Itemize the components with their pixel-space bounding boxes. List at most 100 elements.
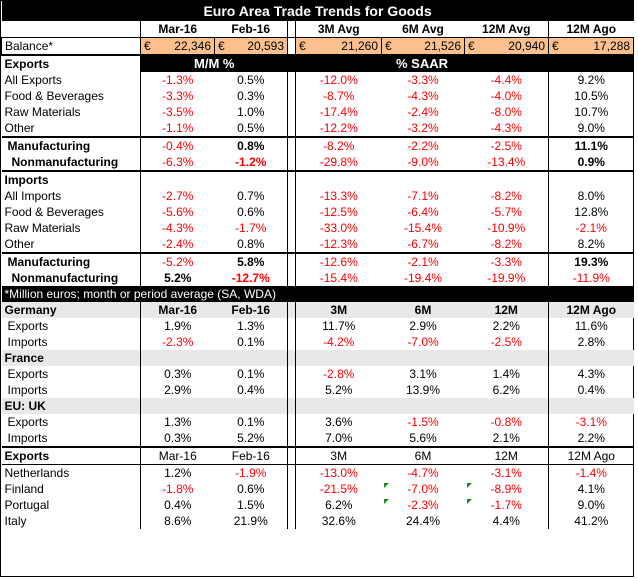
value-cell: 3.1% [409,367,437,381]
spacer-cell [287,37,296,56]
spacer-cell [287,204,296,220]
value-cell: 0.4% [577,383,605,397]
value-cell: -4.3% [162,221,194,235]
blank [548,350,634,366]
value-cell: -6.4% [407,205,439,219]
value-cell: -15.4% [319,271,358,285]
value-cell: 9.0% [577,121,605,135]
balance-amount: 17,288 [593,39,631,53]
table-row: Nonmanufacturing -6.3% -1.2% -29.8% -9.0% -13… [1,154,634,171]
currency-symbol: € [218,39,225,53]
value-cell: -12.6% [319,255,358,269]
value-cell: -12.7% [214,270,288,286]
country-header: Germany Mar-16 Feb-16 3M 6M 12M 12M Ago [1,302,634,318]
country-name: EU: UK [1,398,141,414]
currency-symbol: € [144,39,151,53]
value-cell: 9.2% [577,73,605,87]
country-name: Germany [1,302,141,318]
col-header: Feb-16 [214,447,288,465]
table-row: Other -2.4% 0.8% -12.3% -6.7% -8.2% 8.2% [1,236,634,253]
value-cell: 5.8% [214,253,288,270]
table-row: Italy 8.6% 21.9% 32.6% 24.4% 4.4% 41.2% [1,513,634,529]
spacer-cell [287,171,296,188]
col-header: 12M Ago [548,302,634,318]
table-row: Raw Materials -3.5% 1.0% -17.4% -2.4% -8.0% 10… [1,104,634,120]
spacer-cell [287,481,296,497]
value-cell: 10.5% [574,89,609,103]
header-blank [1,21,141,38]
value-cell: -1.7% [214,220,288,236]
title-row: Euro Area Trade Trends for Goods [1,1,634,21]
value-cell: 21.9% [214,513,288,529]
value-cell: -2.5% [464,137,549,154]
spacer-cell [287,236,296,253]
row-label: Exports [1,318,141,334]
table-row: Manufacturing -5.2% 5.8% -12.6% -2.1% -3.3% 19… [1,253,634,270]
value-cell: 0.3% [164,431,192,445]
country-header: EU: UK [1,398,634,414]
table-title: Euro Area Trade Trends for Goods [1,1,634,21]
row-label: Food & Beverages [1,88,141,104]
spacer-cell [287,513,296,529]
value-cell: 0.8% [214,137,288,154]
value-cell: 0.1% [214,414,288,430]
row-label: Raw Materials [1,220,141,236]
spacer-cell [287,302,296,318]
row-label: Nonmanufacturing [1,154,141,171]
spacer-cell [287,220,296,236]
balance-value: €21,260 [295,37,382,56]
spacer-cell [287,21,296,38]
blank [381,350,465,366]
blank [548,398,634,414]
value-cell: -2.7% [162,189,194,203]
value-cell: -1.8% [162,482,194,496]
col-header: 12M Avg [464,21,549,38]
row-label: Netherlands [1,464,141,481]
col-header: Feb-16 [214,302,288,318]
blank [296,171,382,188]
value-cell: 1.5% [214,497,288,513]
table-row: Exports 1.3% 0.1% 3.6% -1.5% -0.8% -3.1% [1,414,634,430]
table-row: Food & Beverages -3.3% 0.3% -8.7% -4.3% -4.0%… [1,88,634,104]
value-cell: 0.3% [214,88,288,104]
value-cell: -1.4% [575,466,607,480]
table-row: Imports 2.9% 0.4% 5.2% 13.9% 6.2% 0.4% [1,382,634,398]
value-cell: -13.3% [319,189,358,203]
saar-label: % SAAR [295,55,549,72]
table-row: Exports 0.3% 0.1% -2.8% 3.1% 1.4% 4.3% [1,366,634,382]
table-row: Imports -2.3% 0.1% -4.2% -7.0% -2.5% 2.8% [1,334,634,350]
blank [548,55,634,72]
value-cell: 2.2% [577,431,605,445]
value-cell: -0.4% [162,139,194,153]
blank [141,171,215,188]
table-row: Nonmanufacturing 5.2% -12.7% -15.4% -19.4% -1… [1,270,634,286]
value-cell: -8.2% [323,139,355,153]
col-header: 6M Avg [381,21,465,38]
value-cell: -2.3% [382,497,465,513]
value-cell: 24.4% [405,514,441,528]
col-header: Feb-16 [214,21,288,38]
balance-amount: 20,593 [247,39,284,53]
value-cell: -1.3% [162,73,194,87]
row-label: Nonmanufacturing [1,270,141,286]
value-cell: -7.1% [407,189,439,203]
spacer-cell [287,398,296,414]
spacer-cell [287,120,296,137]
table-row: All Imports -2.7% 0.7% -13.3% -7.1% -8.2% 8.0% [1,188,634,204]
value-cell: 11.1% [574,139,608,153]
value-cell: 0.5% [214,72,288,88]
value-cell: -3.1% [575,415,607,429]
country-name: France [1,350,141,366]
spacer-cell [287,334,296,350]
row-label: Food & Beverages [1,204,141,220]
value-cell: -2.2% [407,139,439,153]
value-cell: -1.1% [162,121,194,135]
trade-table: Euro Area Trade Trends for Goods Mar-16 Fe… [1,1,635,529]
blank [214,398,288,414]
value-cell: -15.4% [403,221,443,235]
spacer-cell [287,350,296,366]
spacer-cell [287,382,296,398]
value-cell: 0.4% [164,498,192,512]
value-cell: -4.3% [464,120,549,137]
blank [140,398,215,414]
